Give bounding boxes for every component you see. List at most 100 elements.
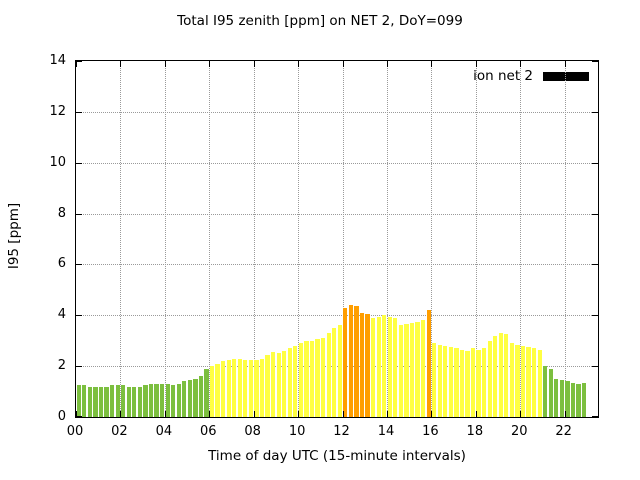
- x-tick-mark: [520, 61, 522, 67]
- bar: [293, 345, 298, 417]
- bar: [276, 353, 281, 417]
- bar: [193, 378, 198, 417]
- bar: [209, 366, 215, 417]
- bar: [115, 385, 120, 417]
- x-tick-mark: [120, 411, 122, 417]
- bar: [459, 349, 465, 417]
- legend-swatch: [543, 71, 589, 81]
- bar: [548, 368, 553, 417]
- bar: [559, 380, 564, 417]
- bar: [282, 350, 287, 417]
- y-tick-mark: [76, 162, 82, 164]
- bar: [243, 359, 248, 417]
- bar: [204, 368, 209, 417]
- bar: [348, 305, 353, 417]
- x-tick-label: 22: [555, 424, 572, 439]
- x-tick-mark: [475, 411, 477, 417]
- bar: [370, 317, 376, 417]
- gridline-vertical: [209, 61, 211, 417]
- bar: [332, 328, 337, 417]
- y-tick-mark: [76, 111, 82, 113]
- bar: [532, 348, 537, 417]
- x-tick-mark: [386, 61, 388, 67]
- y-tick-label: 8: [57, 205, 66, 221]
- bar: [198, 376, 204, 417]
- gridline-vertical: [342, 61, 344, 417]
- y-tick-label: 14: [49, 53, 66, 68]
- bar: [343, 307, 348, 417]
- bar: [182, 381, 187, 417]
- bar: [526, 347, 531, 417]
- x-tick-mark: [120, 61, 122, 67]
- bar: [215, 363, 220, 417]
- x-tick-label: 12: [333, 424, 350, 439]
- y-tick-label: 6: [57, 256, 66, 272]
- gridline-horizontal: [76, 213, 598, 215]
- bar: [487, 340, 492, 417]
- bar: [337, 325, 342, 417]
- bar: [582, 382, 587, 417]
- bar: [98, 386, 104, 417]
- y-tick-mark: [76, 315, 82, 317]
- bar: [465, 350, 470, 417]
- bar: [271, 352, 276, 417]
- x-tick-mark: [520, 411, 522, 417]
- x-tick-label: 10: [288, 424, 306, 439]
- bar: [326, 333, 331, 417]
- gridline-vertical: [164, 61, 166, 417]
- bar: [221, 361, 226, 417]
- x-tick-mark: [342, 61, 344, 67]
- x-tick-mark: [298, 61, 300, 67]
- gridline-vertical: [564, 61, 566, 417]
- x-tick-mark: [164, 411, 166, 417]
- bar: [148, 383, 154, 417]
- bar: [498, 333, 503, 417]
- bar: [415, 321, 420, 417]
- x-tick-mark: [164, 61, 166, 67]
- x-tick-mark: [76, 61, 77, 67]
- chart-title: Total I95 zenith [ppm] on NET 2, DoY=099: [177, 13, 463, 29]
- bar: [287, 348, 292, 417]
- bar: [137, 386, 142, 417]
- bar: [515, 344, 520, 417]
- gridline-horizontal: [76, 162, 598, 164]
- y-tick-mark: [76, 264, 82, 266]
- gridline-horizontal: [76, 366, 598, 368]
- y-tick-label: 12: [49, 103, 66, 119]
- bar: [121, 385, 126, 417]
- y-tick-mark: [76, 366, 82, 368]
- x-tick-mark: [564, 61, 566, 67]
- y-tick-label: 4: [57, 307, 66, 323]
- y-tick-mark: [592, 264, 598, 266]
- bar: [470, 348, 476, 417]
- bar: [226, 359, 231, 417]
- bar: [576, 383, 581, 417]
- bar: [321, 338, 326, 417]
- y-tick-mark: [592, 61, 598, 62]
- bar: [398, 325, 403, 417]
- gridline-horizontal: [76, 111, 598, 113]
- bar: [404, 324, 409, 417]
- bar: [76, 385, 81, 417]
- x-axis-title: Time of day UTC (15-minute intervals): [208, 448, 466, 464]
- x-tick-label: 00: [66, 424, 84, 439]
- bar: [482, 348, 487, 417]
- bar: [387, 316, 392, 417]
- bar: [109, 385, 115, 417]
- x-tick-mark: [564, 411, 566, 417]
- x-tick-mark: [298, 411, 300, 417]
- legend-label: ion net 2: [473, 68, 533, 84]
- x-tick-label: 14: [377, 424, 395, 439]
- bar: [543, 366, 548, 417]
- bar: [93, 386, 98, 417]
- x-tick-label: 06: [199, 424, 217, 439]
- bar: [248, 359, 254, 417]
- bar: [104, 386, 109, 417]
- bar: [454, 348, 459, 417]
- x-tick-mark: [76, 411, 77, 417]
- y-tick-mark: [76, 416, 82, 417]
- y-tick-mark: [592, 162, 598, 164]
- x-tick-mark: [253, 411, 255, 417]
- bar: [132, 386, 137, 417]
